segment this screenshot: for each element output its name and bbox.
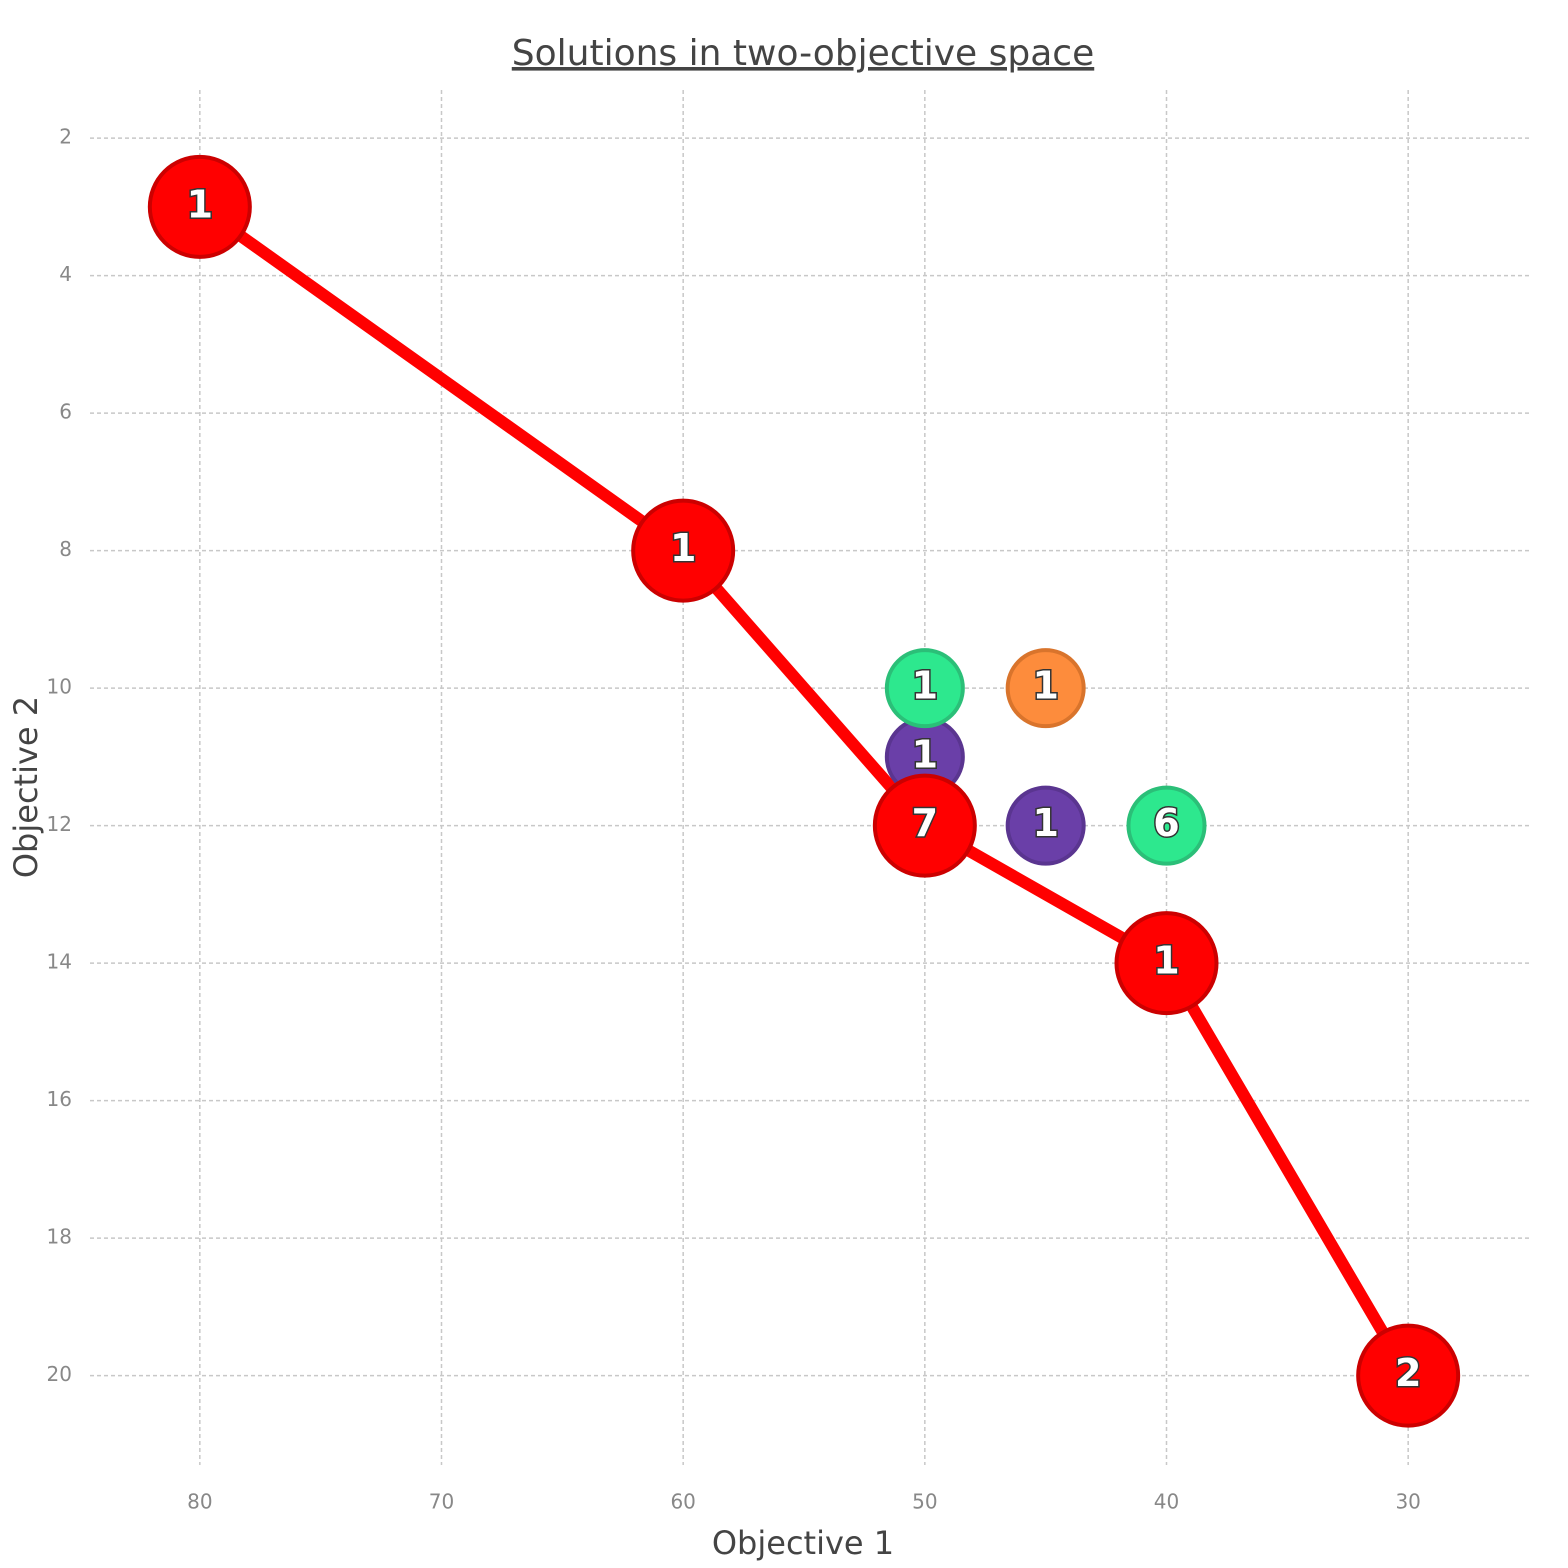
point xyxy=(1005,648,1086,729)
point-count: 6 xyxy=(1153,801,1179,845)
x-tick-label: 80 xyxy=(187,1490,212,1514)
x-tick-label: 50 xyxy=(912,1490,937,1514)
x-tick-label: 60 xyxy=(670,1490,695,1514)
point-count: 7 xyxy=(912,801,938,845)
point xyxy=(884,648,965,729)
y-axis-title: Objective 2 xyxy=(7,696,45,878)
x-tick-label: 30 xyxy=(1395,1490,1420,1514)
point xyxy=(1005,785,1086,866)
point xyxy=(631,498,736,603)
y-tick-label: 20 xyxy=(47,1362,72,1386)
point xyxy=(1356,1323,1461,1428)
point-count: 1 xyxy=(1032,801,1058,845)
x-axis-title: Objective 1 xyxy=(712,1524,894,1562)
y-tick-label: 6 xyxy=(59,400,72,424)
chart-title: Solutions in two-objective space xyxy=(512,33,1094,74)
front-line xyxy=(196,201,1414,1379)
point-count: 1 xyxy=(187,182,213,226)
y-tick-label: 16 xyxy=(47,1087,72,1111)
y-tick-label: 4 xyxy=(59,262,72,286)
point-count: 1 xyxy=(1032,664,1058,708)
point-count: 1 xyxy=(670,526,696,570)
y-tick-label: 12 xyxy=(47,812,72,836)
point xyxy=(1126,785,1207,866)
point xyxy=(1114,911,1219,1016)
y-tick-label: 14 xyxy=(47,950,72,974)
point-count: 1 xyxy=(912,664,938,708)
y-tick-label: 10 xyxy=(47,675,72,699)
point-count: 2 xyxy=(1395,1351,1421,1395)
point xyxy=(872,773,977,878)
y-tick-label: 18 xyxy=(47,1225,72,1249)
x-tick-label: 70 xyxy=(429,1490,454,1514)
point-count: 1 xyxy=(912,732,938,776)
y-tick-label: 8 xyxy=(59,537,72,561)
point-count: 1 xyxy=(1153,939,1179,983)
point xyxy=(147,154,252,259)
x-tick-label: 40 xyxy=(1154,1490,1179,1514)
y-tick-label: 2 xyxy=(59,125,72,149)
